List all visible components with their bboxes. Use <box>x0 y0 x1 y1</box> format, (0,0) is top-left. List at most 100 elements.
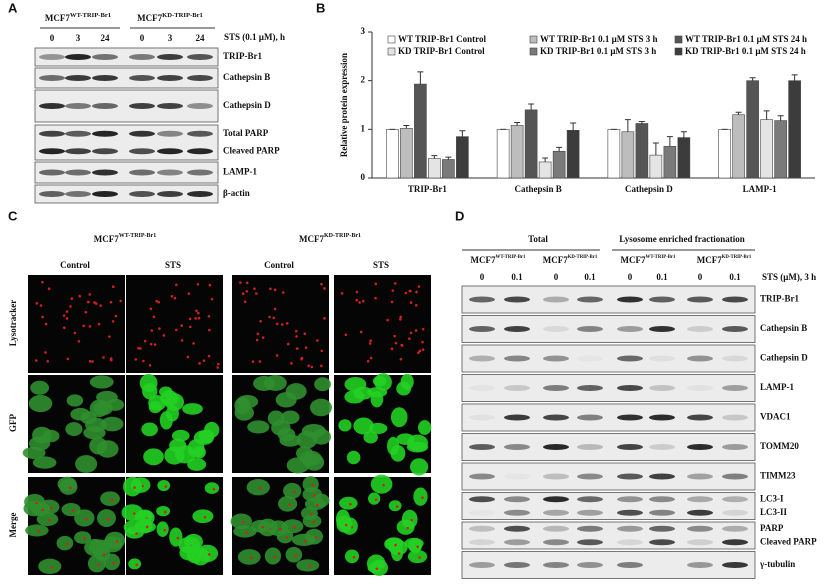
bar <box>566 130 580 179</box>
band <box>187 103 213 109</box>
lysosome <box>109 300 113 304</box>
timepoint-label: 3 <box>76 33 81 43</box>
band <box>469 525 495 532</box>
band <box>157 103 183 109</box>
dose-label: 0 <box>628 272 633 282</box>
lysosome <box>65 317 69 320</box>
lysosome <box>115 540 119 543</box>
cell <box>32 456 57 469</box>
band <box>187 148 213 155</box>
lysosome <box>382 483 385 487</box>
cell <box>56 535 74 551</box>
error-bar <box>666 136 673 147</box>
lysosome <box>258 486 262 490</box>
lysosome <box>286 342 290 346</box>
band <box>577 473 603 480</box>
band <box>129 103 155 109</box>
bar <box>400 128 413 179</box>
band <box>649 509 675 516</box>
band <box>504 355 530 362</box>
band <box>469 355 495 362</box>
lysosome <box>316 339 319 342</box>
lysosome <box>272 316 276 320</box>
band <box>504 539 530 546</box>
lysosome <box>135 532 138 535</box>
band <box>543 385 569 391</box>
cell <box>83 426 106 440</box>
band <box>722 326 748 332</box>
cell <box>100 416 124 432</box>
bar <box>649 154 663 179</box>
lysosome <box>107 517 110 521</box>
band <box>617 385 643 391</box>
lysosome <box>404 291 408 295</box>
lysosome <box>41 280 44 284</box>
lysosome <box>197 311 200 315</box>
lysosome <box>390 300 394 304</box>
condition-label: Control <box>264 260 294 270</box>
error-bar <box>556 146 563 152</box>
legend-swatch <box>674 47 683 56</box>
lysosome <box>189 325 192 329</box>
blot-label: LC3-I <box>760 493 784 503</box>
band <box>543 296 569 303</box>
lysosome <box>84 310 88 314</box>
error-bar <box>791 74 798 81</box>
cell <box>246 479 270 496</box>
band <box>504 525 530 532</box>
treatment-label: STS (0.1 µM), h <box>224 32 285 42</box>
band <box>187 191 213 197</box>
band <box>649 326 675 332</box>
error-bar <box>445 156 452 160</box>
lysosome <box>85 517 88 521</box>
cell <box>339 496 358 510</box>
lysosome <box>62 326 66 330</box>
lysosome <box>243 300 247 304</box>
lysosome <box>304 539 308 543</box>
cell-line-superscript: KD-TRIP-Br1 <box>162 12 203 19</box>
legend-label: KD TRIP-Br1 0.1 μM STS 3 h <box>540 46 656 56</box>
lysosome <box>145 525 149 529</box>
lysosome <box>186 355 190 359</box>
cell <box>156 505 171 517</box>
band <box>577 539 603 546</box>
bar <box>635 123 649 179</box>
lysosome <box>421 496 424 499</box>
cell-line-label: MCF7WT-TRIP-Br1 <box>471 255 527 265</box>
lysosome <box>421 340 424 344</box>
lysosome <box>198 362 201 365</box>
blot-label: Cleaved PARP <box>223 145 280 155</box>
band <box>469 473 495 480</box>
legend-label: WT TRIP-Br1 0.1 μM STS 3 h <box>540 34 658 44</box>
cell <box>65 422 83 437</box>
x-tick-label: TRIP-Br1 <box>408 184 447 194</box>
band <box>187 169 213 176</box>
band <box>577 414 603 421</box>
band <box>649 385 675 391</box>
lysosome <box>197 316 201 320</box>
lysosome <box>393 334 397 338</box>
legend-swatch <box>529 47 538 56</box>
lysosome <box>349 502 352 506</box>
blot-label: Total PARP <box>223 128 269 138</box>
lysosome <box>99 304 102 307</box>
lysosome <box>285 322 289 325</box>
lysosome <box>142 359 145 363</box>
cell <box>250 519 271 533</box>
treatment-label: STS (μM), 3 h <box>762 272 816 282</box>
band <box>157 54 183 60</box>
lysosome <box>44 322 48 326</box>
x-tick-label: Cathepsin B <box>514 184 561 194</box>
cell <box>160 390 179 407</box>
cell <box>143 448 164 466</box>
lysosome <box>132 512 136 515</box>
lysosome <box>414 303 418 307</box>
cell <box>169 438 187 453</box>
band <box>617 496 643 503</box>
lysosome <box>278 527 282 531</box>
lysosome <box>375 567 379 571</box>
lysosome <box>212 487 216 491</box>
cell <box>171 429 190 442</box>
lysosome <box>290 362 293 365</box>
